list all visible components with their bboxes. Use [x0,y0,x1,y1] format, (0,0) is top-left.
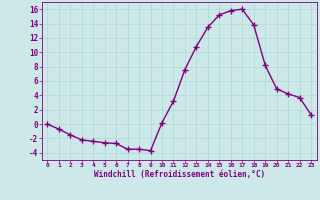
X-axis label: Windchill (Refroidissement éolien,°C): Windchill (Refroidissement éolien,°C) [94,170,265,179]
